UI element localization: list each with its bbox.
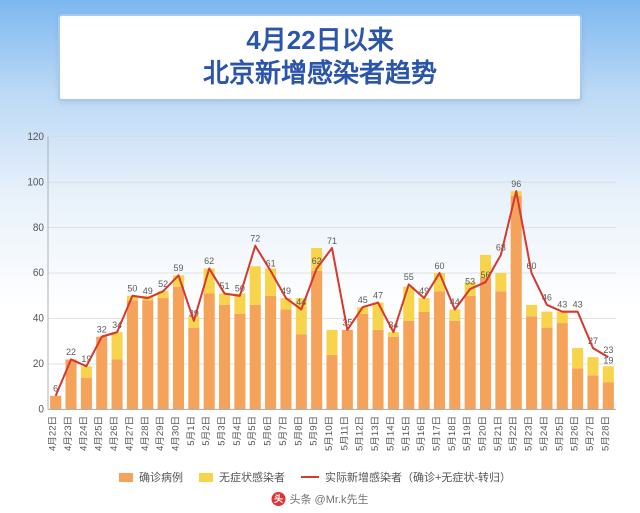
svg-text:96: 96 [511,179,521,189]
svg-text:4月25日: 4月25日 [94,416,104,451]
svg-text:5月8日: 5月8日 [294,416,304,446]
svg-text:5月18日: 5月18日 [447,416,457,451]
svg-text:5月13日: 5月13日 [370,416,380,451]
title-line-1: 4月22日以来 [60,24,580,57]
svg-text:23: 23 [603,345,613,355]
svg-text:5月20日: 5月20日 [478,416,488,451]
legend-label: 实际新增感染者（确诊+无症状-转归） [325,469,511,485]
svg-text:5月10日: 5月10日 [324,416,334,451]
svg-text:47: 47 [373,290,383,300]
chart-container: 0204060801001204月22日64月23日224月24日194月25日… [18,126,622,467]
legend-label: 确诊病例 [139,469,183,485]
svg-text:5月12日: 5月12日 [355,416,365,451]
svg-text:32: 32 [97,324,107,334]
svg-text:43: 43 [557,299,567,309]
chart-legend: 确诊病例 无症状感染者 实际新增感染者（确诊+无症状-转归） [119,469,521,485]
legend-swatch [119,473,133,482]
page-root: { "title": { "line1": "4月22日以来", "line2"… [0,0,640,513]
svg-text:50: 50 [127,283,137,293]
legend-swatch [301,476,319,478]
svg-text:5月7日: 5月7日 [278,416,288,446]
svg-text:5月25日: 5月25日 [555,416,565,451]
svg-text:71: 71 [327,236,337,246]
svg-text:45: 45 [358,295,368,305]
svg-text:53: 53 [465,276,475,286]
svg-text:55: 55 [404,272,414,282]
svg-text:5月22日: 5月22日 [508,416,518,451]
svg-text:5月26日: 5月26日 [570,416,580,451]
svg-text:22: 22 [66,347,76,357]
svg-text:60: 60 [33,268,44,279]
legend-swatch [199,473,213,482]
svg-text:5月4日: 5月4日 [232,416,242,446]
svg-text:72: 72 [250,233,260,243]
watermark-text: 头条 @Mr.k先生 [290,491,369,507]
svg-text:5月6日: 5月6日 [263,416,273,446]
svg-text:5月27日: 5月27日 [585,416,595,451]
svg-text:4月26日: 4月26日 [109,416,119,451]
svg-text:120: 120 [27,132,44,143]
svg-text:80: 80 [33,223,44,234]
svg-text:5月14日: 5月14日 [386,416,396,451]
chart-svg: 0204060801001204月22日64月23日224月24日194月25日… [18,126,622,467]
svg-text:5月9日: 5月9日 [309,416,319,446]
svg-text:5月16日: 5月16日 [416,416,426,451]
svg-text:5月11日: 5月11日 [340,416,350,450]
svg-text:5月19日: 5月19日 [462,416,472,451]
svg-text:49: 49 [143,286,153,296]
svg-text:43: 43 [573,299,583,309]
svg-text:40: 40 [33,313,44,324]
svg-text:100: 100 [27,177,44,188]
svg-text:20: 20 [33,359,44,370]
svg-text:5月3日: 5月3日 [217,416,227,446]
svg-text:5月24日: 5月24日 [539,416,549,451]
svg-text:5月15日: 5月15日 [401,416,411,451]
svg-text:4月28日: 4月28日 [140,416,150,451]
watermark: 头 头条 @Mr.k先生 [272,491,369,507]
svg-text:5月21日: 5月21日 [493,416,503,451]
svg-text:0: 0 [38,404,44,415]
svg-text:4月29日: 4月29日 [155,416,165,451]
svg-text:4月24日: 4月24日 [79,416,89,451]
svg-text:4月22日: 4月22日 [48,416,58,451]
svg-text:5月1日: 5月1日 [186,416,196,446]
svg-text:59: 59 [173,263,183,273]
svg-text:4月30日: 4月30日 [171,416,181,451]
svg-text:5月28日: 5月28日 [601,416,611,451]
svg-text:5月5日: 5月5日 [248,416,258,446]
svg-text:5月2日: 5月2日 [201,416,211,446]
legend-label: 无症状感染者 [219,469,285,485]
svg-text:62: 62 [204,256,214,266]
svg-text:4月27日: 4月27日 [125,416,135,451]
title-line-2: 北京新增感染者趋势 [60,57,580,90]
svg-text:5月17日: 5月17日 [432,416,442,451]
svg-text:4月23日: 4月23日 [63,416,73,451]
watermark-icon: 头 [272,492,286,506]
svg-text:60: 60 [434,261,444,271]
svg-text:5月23日: 5月23日 [524,416,534,451]
title-card: 4月22日以来 北京新增感染者趋势 [58,14,582,101]
